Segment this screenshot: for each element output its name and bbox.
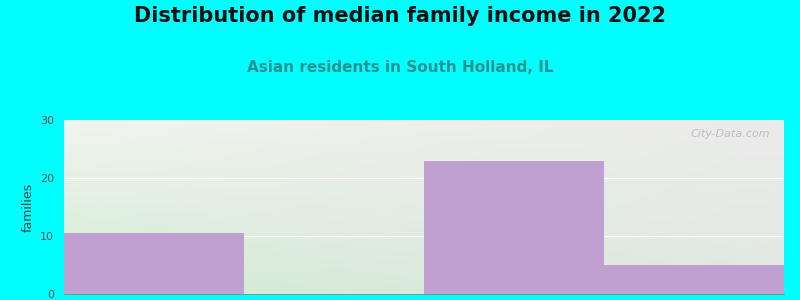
Text: City-Data.com: City-Data.com — [690, 129, 770, 139]
Text: Distribution of median family income in 2022: Distribution of median family income in … — [134, 6, 666, 26]
Y-axis label: families: families — [22, 182, 34, 232]
Bar — [64, 233, 244, 294]
Bar — [604, 265, 784, 294]
Text: Asian residents in South Holland, IL: Asian residents in South Holland, IL — [246, 60, 554, 75]
Bar — [424, 160, 604, 294]
